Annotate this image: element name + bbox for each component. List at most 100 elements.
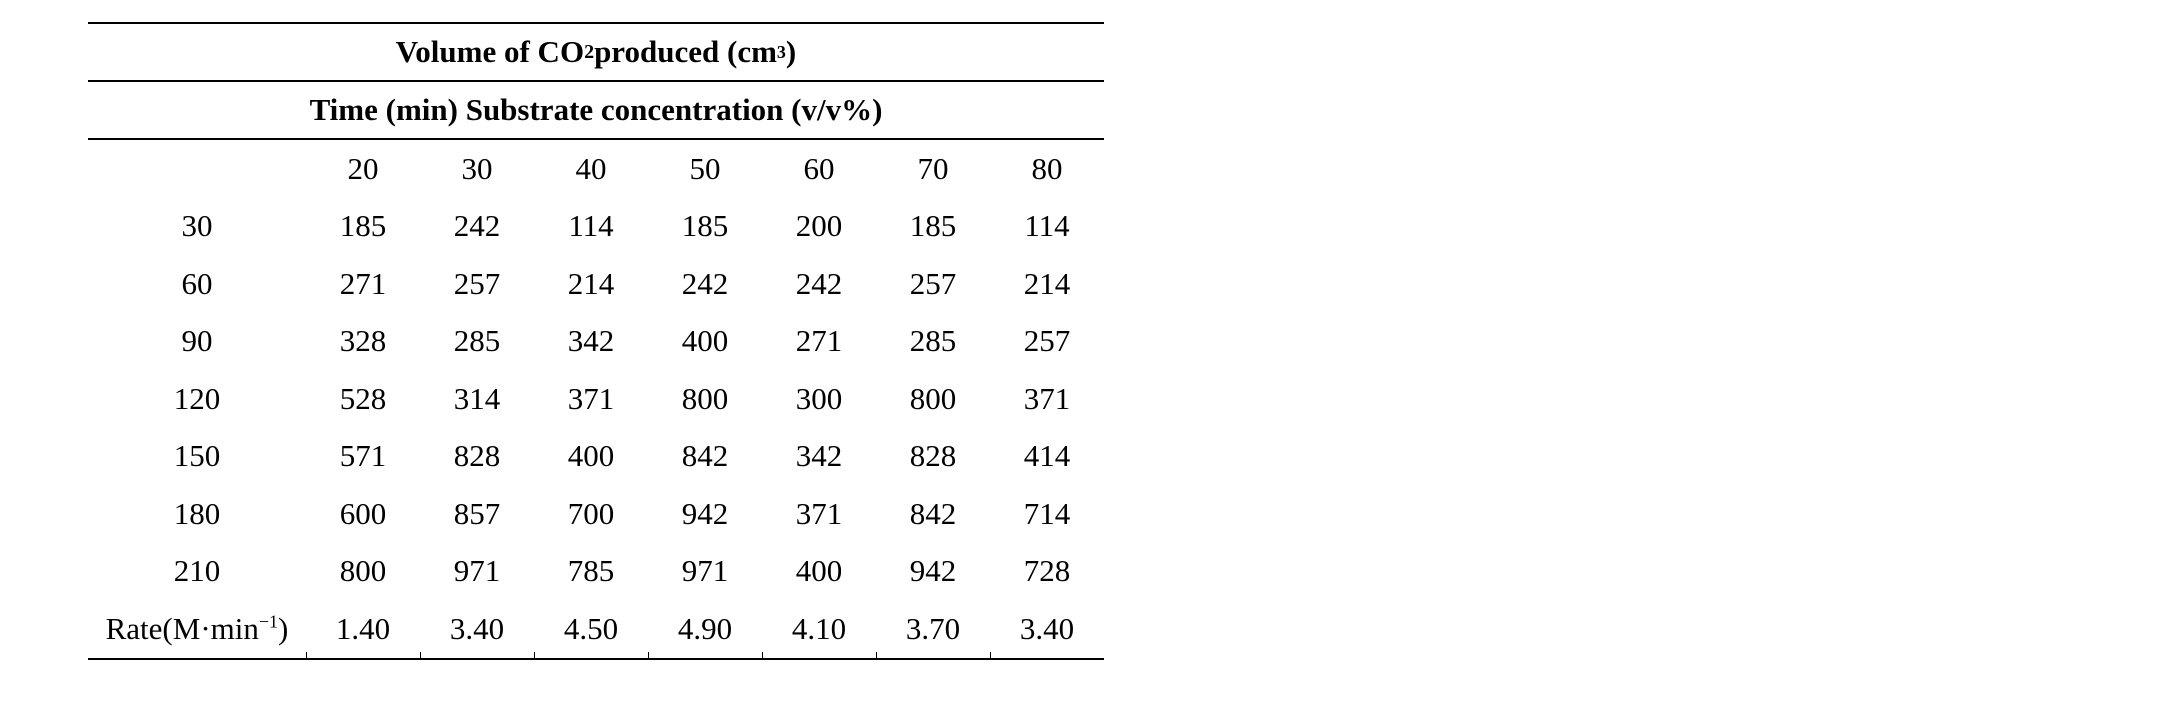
table-cell: 214	[567, 265, 615, 301]
table-cell: 328	[339, 323, 387, 359]
row-time: 90	[181, 323, 213, 359]
table-row: 90 328 285 342 400 271 285 257	[88, 313, 1104, 371]
table-cell: 828	[453, 438, 501, 474]
table-row: 150 571 828 400 842 342 828 414	[88, 428, 1104, 486]
column-divider-tick	[876, 651, 877, 658]
table-cell: 242	[681, 265, 729, 301]
rate-cell: 3.70	[905, 610, 961, 646]
row-time: 180	[173, 495, 221, 531]
table-cell: 571	[339, 438, 387, 474]
table-cell: 400	[567, 438, 615, 474]
column-header: 30	[461, 150, 493, 186]
table-title-prefix: Volume of CO	[395, 34, 585, 69]
table-row: 120 528 314 371 800 300 800 371	[88, 370, 1104, 428]
column-header-row: 20 30 40 50 60 70 80	[88, 140, 1104, 198]
row-time: 30	[181, 208, 213, 244]
column-divider-tick	[420, 651, 421, 658]
rate-label-superscript: −1	[258, 611, 279, 632]
rate-cell: 3.40	[449, 610, 505, 646]
rate-row: Rate(M·min−1) 1.40 3.40 4.50 4.90 4.10 3…	[88, 600, 1104, 658]
table-cell: 371	[567, 380, 615, 416]
table-cell: 800	[681, 380, 729, 416]
table-cell: 114	[568, 208, 614, 244]
column-divider-tick	[990, 651, 991, 658]
column-header: 50	[689, 150, 721, 186]
table-cell: 114	[1024, 208, 1070, 244]
column-header: 70	[917, 150, 949, 186]
column-divider-tick	[306, 651, 307, 658]
table-cell: 400	[795, 553, 843, 589]
table-cell: 285	[909, 323, 957, 359]
table-cell: 257	[909, 265, 957, 301]
column-divider-tick	[534, 651, 535, 658]
table-cell: 214	[1023, 265, 1071, 301]
table-cell: 942	[681, 495, 729, 531]
table-cell: 300	[795, 380, 843, 416]
table-row: 210 800 971 785 971 400 942 728	[88, 543, 1104, 601]
table-cell: 785	[567, 553, 615, 589]
table-cell: 371	[795, 495, 843, 531]
column-header: 60	[803, 150, 835, 186]
column-divider-tick	[648, 651, 649, 658]
table-cell: 714	[1023, 495, 1071, 531]
table-cell: 200	[795, 208, 843, 244]
subheader-text: Time (min) Substrate concentration (v/v%…	[309, 92, 883, 127]
rate-cell: 4.10	[791, 610, 847, 646]
table-cell: 400	[681, 323, 729, 359]
table-title-suffix: )	[785, 34, 797, 69]
bottom-rule	[88, 657, 1104, 660]
table-cell: 700	[567, 495, 615, 531]
table-cell: 242	[795, 265, 843, 301]
table-cell: 528	[339, 380, 387, 416]
table-cell: 800	[339, 553, 387, 589]
table-cell: 942	[909, 553, 957, 589]
row-time: 150	[173, 438, 221, 474]
table-cell: 842	[909, 495, 957, 531]
table-cell: 371	[1023, 380, 1071, 416]
column-header: 20	[347, 150, 379, 186]
table-cell: 257	[1023, 323, 1071, 359]
row-time: 210	[173, 553, 221, 589]
table-cell: 285	[453, 323, 501, 359]
rate-cell: 1.40	[335, 610, 391, 646]
title-rule	[88, 80, 1104, 82]
table-title: Volume of CO 2 produced (cm 3)	[395, 34, 797, 69]
table-cell: 971	[453, 553, 501, 589]
table-cell: 842	[681, 438, 729, 474]
table-cell: 600	[339, 495, 387, 531]
row-time: 120	[173, 380, 221, 416]
rate-cell: 3.40	[1019, 610, 1075, 646]
rate-label: Rate(M·min−1)	[88, 611, 306, 647]
table-cell: 342	[795, 438, 843, 474]
table-cell: 728	[1023, 553, 1071, 589]
table-cell: 242	[453, 208, 501, 244]
table-row: 30 185 242 114 185 200 185 114	[88, 198, 1104, 256]
column-divider-tick	[762, 651, 763, 658]
rate-label-prefix: Rate(M·min	[105, 610, 259, 646]
table-cell: 314	[453, 380, 501, 416]
table-cell: 185	[681, 208, 729, 244]
rate-label-suffix: )	[278, 610, 289, 646]
table-cell: 271	[339, 265, 387, 301]
rate-cell: 4.50	[563, 610, 619, 646]
table-cell: 271	[795, 323, 843, 359]
table-cell: 342	[567, 323, 615, 359]
table-cell: 257	[453, 265, 501, 301]
table-cell: 828	[909, 438, 957, 474]
table-row: 180 600 857 700 942 371 842 714	[88, 485, 1104, 543]
table-subheader: Time (min) Substrate concentration (v/v%…	[88, 82, 1104, 138]
table-title-mid: produced (cm	[594, 34, 777, 69]
column-header: 80	[1031, 150, 1063, 186]
table-cell: 857	[453, 495, 501, 531]
top-rule	[88, 22, 1104, 24]
table-row: 60 271 257 214 242 242 257 214	[88, 255, 1104, 313]
row-time: 60	[181, 265, 213, 301]
table-cell: 414	[1023, 438, 1071, 474]
table-cell: 185	[909, 208, 957, 244]
header-rule	[88, 138, 1104, 140]
table-cell: 971	[681, 553, 729, 589]
data-table: Volume of CO 2 produced (cm 3) Time (min) …	[88, 22, 1104, 668]
table-cell: 185	[339, 208, 387, 244]
column-header: 40	[575, 150, 607, 186]
table-cell: 800	[909, 380, 957, 416]
